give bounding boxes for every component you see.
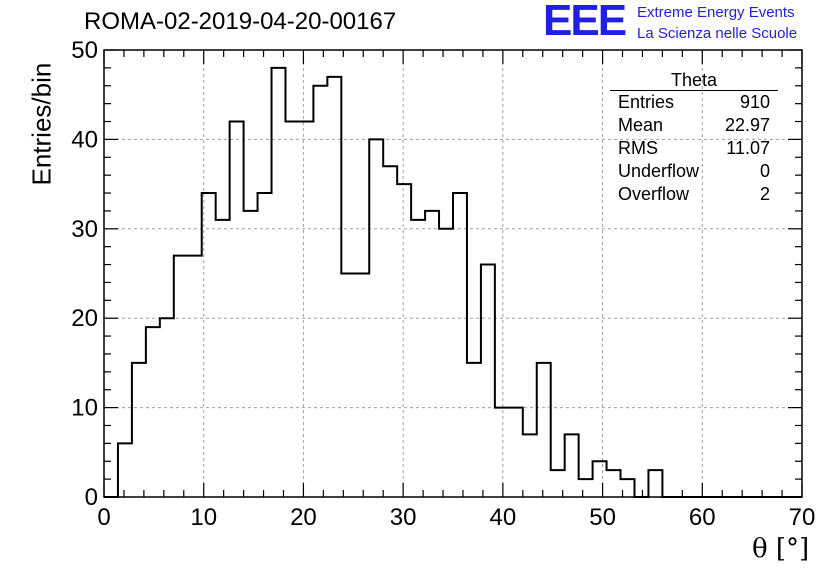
histogram-bin <box>411 220 425 497</box>
stats-label: Underflow <box>618 161 700 181</box>
stats-value: 910 <box>739 92 770 112</box>
histogram-bin <box>453 193 467 497</box>
stats-box: Theta Entries 910 Mean 22.97 RMS 11.07 U… <box>610 70 778 206</box>
histogram-bin <box>230 122 244 497</box>
stats-row-mean: Mean 22.97 <box>610 114 778 137</box>
histogram-bin <box>579 479 593 497</box>
histogram-bin <box>258 193 272 497</box>
histogram-bin <box>313 86 327 497</box>
histogram-bin <box>481 265 495 497</box>
stats-label: Mean <box>618 115 664 135</box>
histogram-bin <box>495 408 509 497</box>
histogram-bin <box>383 166 397 497</box>
histogram-bin <box>369 139 383 497</box>
histogram-bin <box>285 122 299 497</box>
histogram-bin <box>355 274 369 498</box>
histogram-bin <box>202 193 216 497</box>
stats-label: Entries <box>618 92 675 112</box>
x-axis-label: θ [°] <box>752 534 810 564</box>
histogram-bin <box>272 68 286 497</box>
histogram-bin <box>523 434 537 497</box>
histogram-bin <box>160 318 174 497</box>
histogram-bin <box>244 211 258 497</box>
histogram-bin <box>621 479 635 497</box>
histogram-bin <box>467 363 481 497</box>
stats-value: 22.97 <box>724 115 770 135</box>
stats-value: 2 <box>759 184 770 204</box>
y-tick-label: 30 <box>71 216 98 243</box>
logo-subtitle-line2: La Scienza nelle Scuole <box>637 25 798 42</box>
y-tick-label: 40 <box>71 126 98 153</box>
histogram-bin <box>593 461 607 497</box>
histogram-bin <box>397 184 411 497</box>
histogram-bin <box>439 229 453 497</box>
logo-subtitle-line1: Extreme Energy Events <box>637 4 795 21</box>
stats-value: 11.07 <box>726 138 770 158</box>
y-tick-label: 50 <box>71 37 98 64</box>
x-tick-label: 10 <box>190 504 217 531</box>
histogram-bin <box>132 363 146 497</box>
histogram-bin <box>327 77 341 497</box>
histogram-bin <box>299 122 313 497</box>
x-tick-label: 20 <box>290 504 317 531</box>
y-tick-label: 10 <box>71 395 98 422</box>
histogram-bin <box>146 327 160 497</box>
stats-row-entries: Entries 910 <box>610 91 778 114</box>
stats-value: 0 <box>759 161 770 181</box>
histogram-bin <box>607 470 621 497</box>
histogram-bin <box>118 443 132 497</box>
histogram-bin <box>341 274 355 498</box>
eee-logo: EEE <box>543 0 627 45</box>
stats-row-overflow: Overflow 2 <box>610 183 778 206</box>
stats-row-underflow: Underflow 0 <box>610 160 778 183</box>
x-tick-label: 70 <box>789 504 816 531</box>
histogram-bin <box>174 256 188 497</box>
y-axis-label: Entries/bin <box>26 62 57 186</box>
x-tick-label: 30 <box>390 504 417 531</box>
stats-row-rms: RMS 11.07 <box>610 137 778 160</box>
chart-title: ROMA-02-2019-04-20-00167 <box>84 8 397 35</box>
x-tick-label: 60 <box>689 504 716 531</box>
histogram-line <box>104 66 802 498</box>
plot-frame <box>103 49 803 498</box>
histogram-bin <box>188 256 202 497</box>
y-tick-label: 20 <box>71 305 98 332</box>
y-tick-label: 0 <box>85 484 98 511</box>
x-tick-label: 40 <box>490 504 517 531</box>
histogram-bin <box>537 363 551 497</box>
stats-label: RMS <box>618 138 658 158</box>
x-tick-label: 0 <box>97 504 110 531</box>
histogram-bin <box>509 408 523 497</box>
x-tick-label: 50 <box>589 504 616 531</box>
histogram-bin <box>551 470 565 497</box>
histogram-bin <box>565 434 579 497</box>
histogram-bin <box>425 211 439 497</box>
histogram-bin <box>216 220 230 497</box>
stats-title: Theta <box>610 70 778 91</box>
stats-label: Overflow <box>618 184 690 204</box>
histogram-bin <box>648 470 662 497</box>
